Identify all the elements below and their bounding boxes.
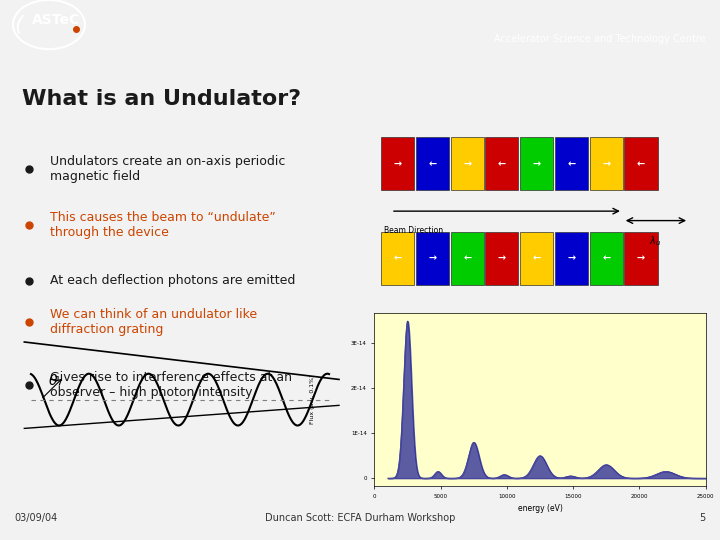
Text: We can think of an undulator like
diffraction grating: We can think of an undulator like diffra… [50,308,258,336]
Text: ASTeC: ASTeC [32,12,81,26]
Text: →: → [428,253,436,264]
Text: ←: ← [463,253,471,264]
Bar [451,137,484,191]
Bar [416,232,449,285]
Bar [624,232,657,285]
Text: Accelerator Science and Technology Centre: Accelerator Science and Technology Centr… [494,33,706,44]
Text: $\lambda_u$: $\lambda_u$ [649,234,662,248]
Text: →: → [394,159,402,169]
Bar [520,137,553,191]
Bar [485,232,518,285]
Bar [381,232,414,285]
Text: $\theta$: $\theta$ [48,373,58,388]
Text: 03/09/04: 03/09/04 [14,514,58,523]
Text: →: → [602,159,611,169]
Text: →: → [637,253,645,264]
Bar [381,137,414,191]
Text: →: → [567,253,575,264]
Text: What is an Undulator?: What is an Undulator? [22,89,301,110]
Text: At each deflection photons are emitted: At each deflection photons are emitted [50,274,296,287]
Bar [590,137,623,191]
Text: ←: ← [637,159,645,169]
Text: →: → [463,159,471,169]
Bar [520,232,553,285]
Bar [555,137,588,191]
Text: This causes the beam to “undulate”
through the device: This causes the beam to “undulate” throu… [50,211,276,239]
X-axis label: energy (eV): energy (eV) [518,504,562,513]
Text: Duncan Scott: ECFA Durham Workshop: Duncan Scott: ECFA Durham Workshop [265,514,455,523]
Text: ←: ← [602,253,611,264]
Bar [485,137,518,191]
Bar [624,137,657,191]
Text: →: → [498,253,506,264]
Text: ←: ← [498,159,506,169]
Text: ←: ← [533,253,541,264]
Text: Gives rise to interference effects at an
observer – high photon intensity: Gives rise to interference effects at an… [50,371,292,399]
Bar [416,137,449,191]
Text: →: → [533,159,541,169]
Text: Beam Direction: Beam Direction [384,226,444,235]
Bar [590,232,623,285]
Bar [451,232,484,285]
Text: ←: ← [394,253,402,264]
Text: (: ( [14,15,23,35]
Text: Undulators create an on-axis periodic
magnetic field: Undulators create an on-axis periodic ma… [50,155,286,183]
Text: 5: 5 [699,514,706,523]
Y-axis label: Flux (a.u. 0.1%): Flux (a.u. 0.1%) [310,375,315,424]
Text: ←: ← [428,159,436,169]
Bar [555,232,588,285]
Text: ←: ← [567,159,575,169]
